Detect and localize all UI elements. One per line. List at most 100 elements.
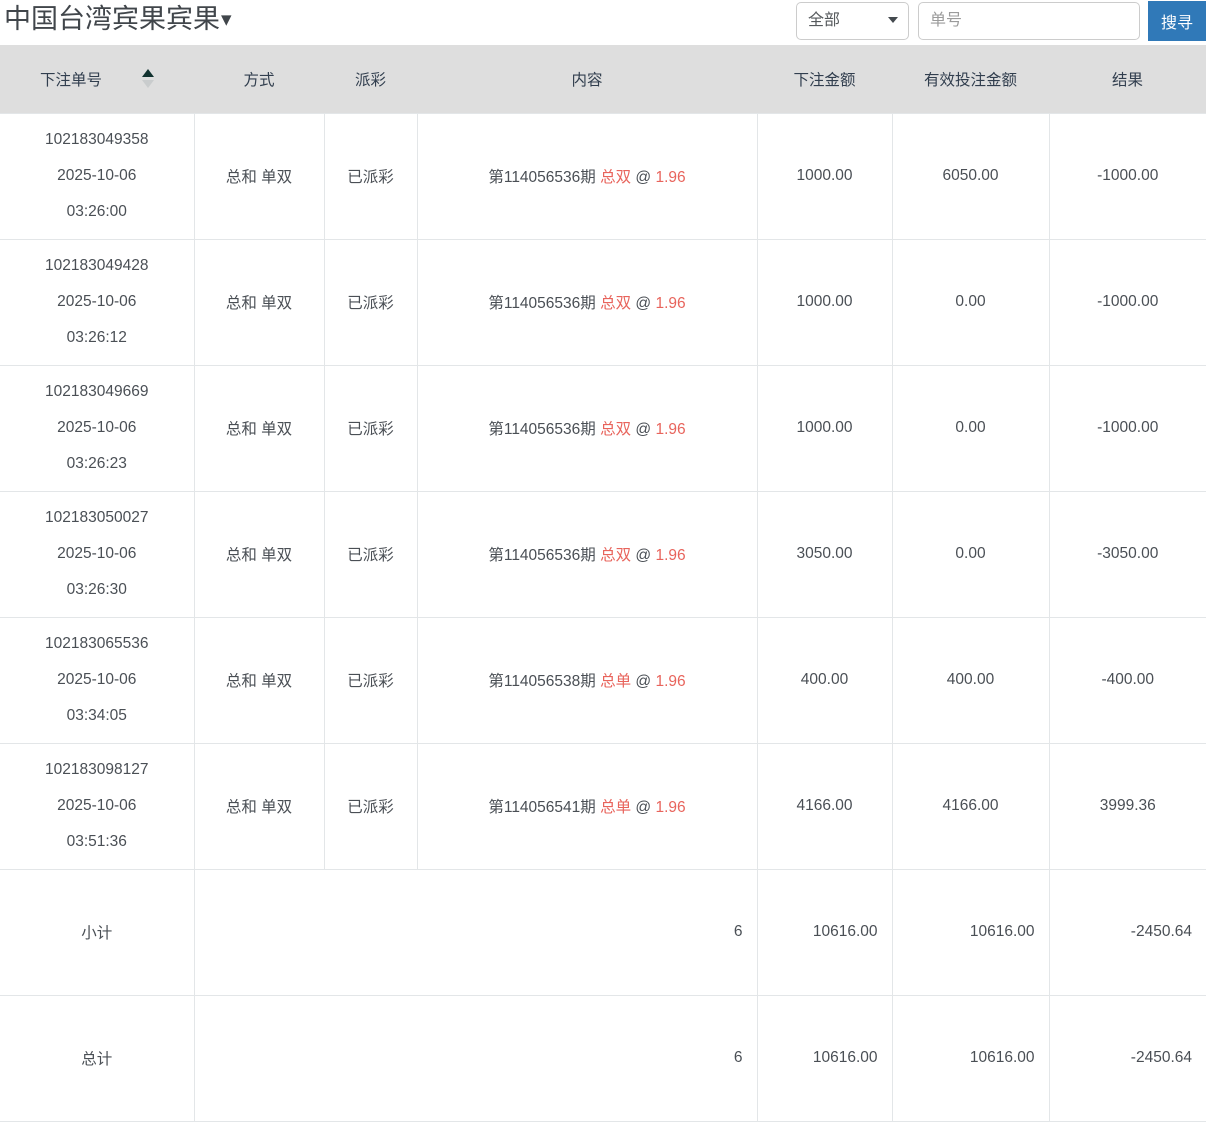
summary-result: -2450.64 — [1049, 994, 1206, 1122]
content-odds: 1.96 — [655, 421, 686, 438]
cell-result: -1000.00 — [1049, 112, 1206, 240]
order-time: 03:26:30 — [66, 581, 127, 598]
content-pick: 总双 — [600, 295, 632, 312]
cell-content: 第114056538期 总单 @ 1.96 — [417, 616, 758, 744]
order-date: 2025-10-06 — [57, 545, 137, 562]
summary-bet-amount: 10616.00 — [757, 994, 893, 1122]
column-header-method[interactable]: 方式 — [194, 45, 324, 113]
order-number: 102183065536 — [45, 635, 149, 652]
cell-valid-amount: 0.00 — [892, 490, 1050, 618]
content-issue: 第114056536期 — [488, 547, 596, 564]
game-title-dropdown[interactable]: 中国台湾宾果宾果▾ — [4, 2, 232, 37]
cell-valid-amount: 4166.00 — [892, 742, 1050, 870]
table-row[interactable]: 102183050027 2025-10-06 03:26:30 总和 单双 已派彩 第1… — [0, 490, 1206, 618]
summary-label: 小计 — [0, 868, 195, 996]
cell-content: 第114056536期 总双 @ 1.96 — [417, 238, 758, 366]
cell-order-id: 102183049428 2025-10-06 03:26:12 — [0, 238, 195, 366]
filter-select[interactable]: 全部 — [796, 2, 909, 40]
cell-payout-status: 已派彩 — [324, 742, 418, 870]
order-time: 03:51:36 — [66, 833, 127, 850]
cell-order-id: 102183098127 2025-10-06 03:51:36 — [0, 742, 195, 870]
content-odds: 1.96 — [655, 673, 686, 690]
order-time: 03:26:12 — [66, 329, 127, 346]
order-number-input[interactable] — [918, 2, 1140, 40]
order-time: 03:26:00 — [66, 203, 127, 220]
cell-method: 总和 单双 — [194, 490, 325, 618]
column-header-order-id-label: 下注单号 — [39, 71, 102, 89]
content-odds: 1.96 — [655, 169, 686, 186]
content-at-symbol: @ — [635, 169, 652, 186]
content-odds: 1.96 — [655, 547, 686, 564]
search-button[interactable]: 搜寻 — [1148, 1, 1206, 41]
summary-row: 小计 6 10616.00 10616.00 -2450.64 — [0, 868, 1206, 996]
summary-label: 总计 — [0, 994, 195, 1122]
content-pick: 总单 — [600, 799, 632, 816]
cell-order-id: 102183050027 2025-10-06 03:26:30 — [0, 490, 195, 618]
order-time: 03:26:23 — [66, 455, 127, 472]
summary-result: -2450.64 — [1049, 868, 1206, 996]
content-at-symbol: @ — [635, 799, 652, 816]
column-header-order-id[interactable]: 下注单号 — [0, 45, 194, 113]
column-header-payout[interactable]: 派彩 — [324, 45, 417, 113]
summary-count: 6 — [194, 868, 758, 996]
column-header-content[interactable]: 内容 — [417, 45, 757, 113]
table-header-row: 下注单号 方式 派彩 内容 下注金额 有效投注金额 结果 — [0, 45, 1206, 113]
sort-descending-icon[interactable] — [142, 80, 154, 89]
content-issue: 第114056538期 — [488, 673, 596, 690]
chevron-down-icon: ▾ — [221, 8, 232, 31]
sort-toggle[interactable] — [142, 69, 154, 89]
content-issue: 第114056536期 — [488, 295, 596, 312]
cell-method: 总和 单双 — [194, 112, 325, 240]
cell-bet-amount: 1000.00 — [757, 364, 893, 492]
cell-payout-status: 已派彩 — [324, 490, 418, 618]
order-number: 102183049669 — [45, 383, 149, 400]
game-title-label: 中国台湾宾果宾果 — [4, 4, 220, 34]
sort-ascending-icon[interactable] — [142, 69, 154, 78]
content-at-symbol: @ — [635, 421, 652, 438]
content-at-symbol: @ — [635, 295, 652, 312]
cell-bet-amount: 3050.00 — [757, 490, 893, 618]
table-row[interactable]: 102183065536 2025-10-06 03:34:05 总和 单双 已派彩 第1… — [0, 616, 1206, 744]
table-row[interactable]: 102183098127 2025-10-06 03:51:36 总和 单双 已派彩 第1… — [0, 742, 1206, 870]
column-header-valid-amount[interactable]: 有效投注金额 — [892, 45, 1049, 113]
bet-history-table: 下注单号 方式 派彩 内容 下注金额 有效投注金额 结果 10218304935… — [0, 45, 1206, 1122]
table-row[interactable]: 102183049669 2025-10-06 03:26:23 总和 单双 已派彩 第1… — [0, 364, 1206, 492]
content-pick: 总双 — [600, 421, 632, 438]
cell-valid-amount: 6050.00 — [892, 112, 1050, 240]
cell-content: 第114056536期 总双 @ 1.96 — [417, 112, 758, 240]
cell-result: -1000.00 — [1049, 238, 1206, 366]
cell-result: 3999.36 — [1049, 742, 1206, 870]
table-row[interactable]: 102183049428 2025-10-06 03:26:12 总和 单双 已派彩 第1… — [0, 238, 1206, 366]
content-issue: 第114056541期 — [488, 799, 596, 816]
cell-content: 第114056541期 总单 @ 1.96 — [417, 742, 758, 870]
table-header: 下注单号 方式 派彩 内容 下注金额 有效投注金额 结果 — [0, 45, 1206, 113]
cell-bet-amount: 1000.00 — [757, 238, 893, 366]
cell-valid-amount: 400.00 — [892, 616, 1050, 744]
content-at-symbol: @ — [635, 547, 652, 564]
cell-result: -400.00 — [1049, 616, 1206, 744]
order-time: 03:34:05 — [66, 707, 127, 724]
content-odds: 1.96 — [655, 799, 686, 816]
cell-order-id: 102183065536 2025-10-06 03:34:05 — [0, 616, 195, 744]
order-number: 102183098127 — [45, 761, 149, 778]
column-header-result[interactable]: 结果 — [1049, 45, 1206, 113]
cell-order-id: 102183049358 2025-10-06 03:26:00 — [0, 112, 195, 240]
column-header-order-id-inner[interactable]: 下注单号 — [40, 68, 154, 90]
order-date: 2025-10-06 — [57, 671, 137, 688]
table-body: 102183049358 2025-10-06 03:26:00 总和 单双 已派彩 第1… — [0, 112, 1206, 1122]
top-toolbar: 中国台湾宾果宾果▾ 全部 搜寻 — [0, 0, 1206, 45]
content-pick: 总双 — [600, 169, 632, 186]
filter-select-wrapper: 全部 — [796, 2, 909, 40]
cell-content: 第114056536期 总双 @ 1.96 — [417, 490, 758, 618]
cell-payout-status: 已派彩 — [324, 112, 418, 240]
cell-result: -3050.00 — [1049, 490, 1206, 618]
cell-result: -1000.00 — [1049, 364, 1206, 492]
column-header-bet-amount[interactable]: 下注金额 — [757, 45, 892, 113]
cell-bet-amount: 1000.00 — [757, 112, 893, 240]
content-odds: 1.96 — [655, 295, 686, 312]
table-row[interactable]: 102183049358 2025-10-06 03:26:00 总和 单双 已派彩 第1… — [0, 112, 1206, 240]
summary-valid-amount: 10616.00 — [892, 868, 1050, 996]
cell-method: 总和 单双 — [194, 238, 325, 366]
summary-count: 6 — [194, 994, 758, 1122]
